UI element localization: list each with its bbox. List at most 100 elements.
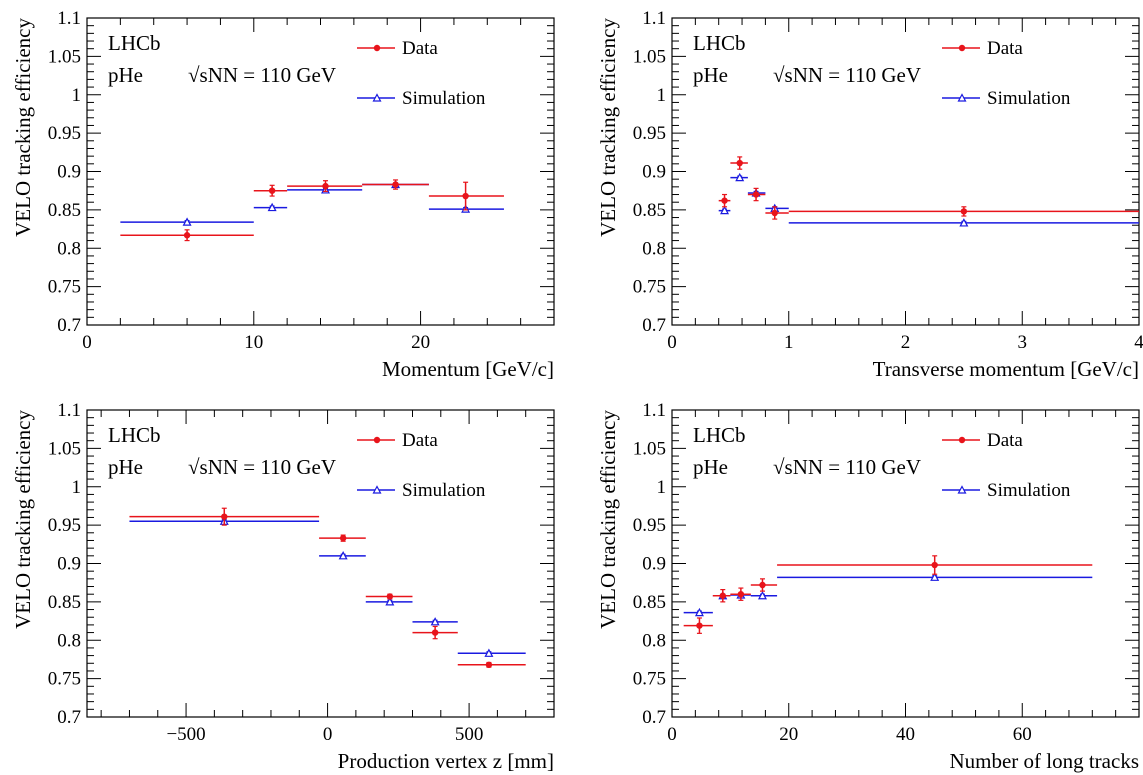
- energy-label: √sNN = 110 GeV: [773, 63, 921, 87]
- simulation-point: [959, 218, 969, 227]
- chart-panel-2: 0.7 0.75 0.8 0.85 0.9 0.95 1 1.05 1.1 0 1 2 3 4 Transv…: [596, 8, 1143, 381]
- x-tick-label: 0: [323, 724, 333, 745]
- y-tick-label: 1: [72, 477, 82, 498]
- legend-simulation-label: Simulation: [987, 88, 1071, 109]
- y-tick-label: 0.95: [633, 123, 666, 144]
- y-tick-label: 1: [657, 85, 667, 106]
- legend-simulation-marker: [957, 93, 967, 102]
- simulation-point: [338, 551, 348, 560]
- x-axis-label: Transverse momentum [GeV/c]: [873, 357, 1139, 381]
- data-point: [183, 232, 191, 239]
- x-axis-label: Production vertex z [mm]: [338, 749, 554, 773]
- beam-energy-label: pHe: [693, 455, 728, 479]
- y-tick-label: 0.9: [642, 554, 666, 575]
- legend-simulation-label: Simulation: [987, 480, 1071, 501]
- y-tick-label: 0.7: [57, 315, 81, 336]
- data-point: [339, 534, 347, 542]
- data-point: [771, 209, 778, 217]
- y-tick-label: 1: [657, 477, 667, 498]
- x-tick-label: 3: [1018, 332, 1028, 353]
- simulation-point: [757, 590, 767, 600]
- simulation-point: [484, 648, 494, 657]
- y-tick-label: 0.9: [57, 554, 81, 575]
- x-tick-label: 60: [1013, 724, 1032, 745]
- data-point: [392, 181, 399, 188]
- data-point: [322, 182, 329, 190]
- x-axis-label: Number of long tracks: [949, 749, 1139, 773]
- legend-simulation-marker: [957, 485, 967, 494]
- data-point: [721, 197, 728, 204]
- x-tick-label: 500: [455, 724, 484, 745]
- chart-panel-3: 0.7 0.75 0.8 0.85 0.9 0.95 1 1.05 1.1 −500 0 500 Pro…: [11, 400, 555, 773]
- y-tick-label: 0.95: [633, 515, 666, 536]
- y-tick-label: 0.9: [57, 162, 81, 183]
- y-tick-label: 1.05: [633, 438, 666, 459]
- simulation-point: [182, 217, 192, 226]
- y-tick-label: 1.1: [57, 8, 81, 29]
- x-tick-label: 1: [784, 332, 794, 353]
- x-tick-label: 0: [82, 332, 92, 353]
- data-point: [719, 592, 726, 599]
- data-point: [759, 581, 766, 589]
- data-point: [696, 622, 703, 629]
- legend-data-label: Data: [987, 430, 1023, 451]
- x-tick-label: 4: [1134, 332, 1143, 353]
- legend-data-marker: [958, 436, 966, 444]
- y-tick-label: 0.85: [633, 592, 666, 613]
- y-tick-label: 0.9: [642, 162, 666, 183]
- series-simulation: [718, 172, 1139, 227]
- y-tick-label: 1.1: [642, 8, 666, 29]
- legend-data-label: Data: [987, 38, 1023, 59]
- y-tick-label: 0.8: [642, 238, 666, 259]
- data-point: [737, 591, 745, 598]
- simulation-point: [430, 617, 440, 626]
- simulation-point: [735, 172, 745, 182]
- simulation-point: [694, 607, 704, 617]
- y-tick-label: 0.95: [48, 515, 81, 536]
- y-tick-label: 1.05: [633, 46, 666, 67]
- y-tick-label: 0.8: [57, 238, 81, 259]
- energy-label: √sNN = 110 GeV: [773, 455, 921, 479]
- energy-label: √sNN = 110 GeV: [188, 63, 336, 87]
- data-point: [386, 593, 394, 600]
- x-tick-label: 20: [411, 332, 430, 353]
- series-data: [683, 555, 1093, 634]
- legend-data-label: Data: [402, 38, 438, 59]
- chart-panel-1: 0.7 0.75 0.8 0.85 0.9 0.95 1 1.05 1.1 0 10 20 Moment…: [11, 8, 555, 381]
- legend-data-marker: [373, 44, 381, 52]
- series-data: [120, 179, 504, 242]
- x-tick-label: 20: [779, 724, 798, 745]
- y-tick-label: 0.95: [48, 123, 81, 144]
- data-point: [960, 208, 968, 215]
- y-tick-label: 1.05: [48, 46, 81, 67]
- legend-simulation-marker: [372, 485, 382, 494]
- data-point: [752, 191, 760, 198]
- y-tick-label: 0.75: [48, 669, 81, 690]
- data-point: [431, 629, 439, 636]
- legend-simulation-label: Simulation: [402, 480, 486, 501]
- y-tick-label: 0.8: [57, 630, 81, 651]
- y-tick-label: 0.7: [642, 315, 666, 336]
- y-tick-label: 1.05: [48, 438, 81, 459]
- y-tick-label: 0.7: [642, 707, 666, 728]
- y-tick-label: 0.75: [633, 277, 666, 298]
- data-point: [931, 561, 938, 569]
- energy-label: √sNN = 110 GeV: [188, 455, 336, 479]
- simulation-point: [720, 205, 730, 215]
- y-axis-label: VELO tracking efficiency: [11, 410, 35, 629]
- x-tick-label: 2: [901, 332, 911, 353]
- y-axis-label: VELO tracking efficiency: [596, 18, 620, 237]
- data-point: [221, 513, 228, 520]
- y-tick-label: 0.7: [57, 707, 81, 728]
- y-tick-label: 0.8: [642, 630, 666, 651]
- y-tick-label: 0.75: [633, 669, 666, 690]
- beam-energy-label: pHe: [693, 63, 728, 87]
- legend-simulation-label: Simulation: [402, 88, 486, 109]
- x-tick-label: 0: [667, 332, 677, 353]
- simulation-point: [267, 202, 277, 212]
- experiment-label: LHCb: [108, 31, 161, 55]
- experiment-label: LHCb: [693, 423, 746, 447]
- legend-simulation-marker: [372, 93, 382, 102]
- x-tick-label: 0: [667, 724, 677, 745]
- experiment-label: LHCb: [108, 423, 161, 447]
